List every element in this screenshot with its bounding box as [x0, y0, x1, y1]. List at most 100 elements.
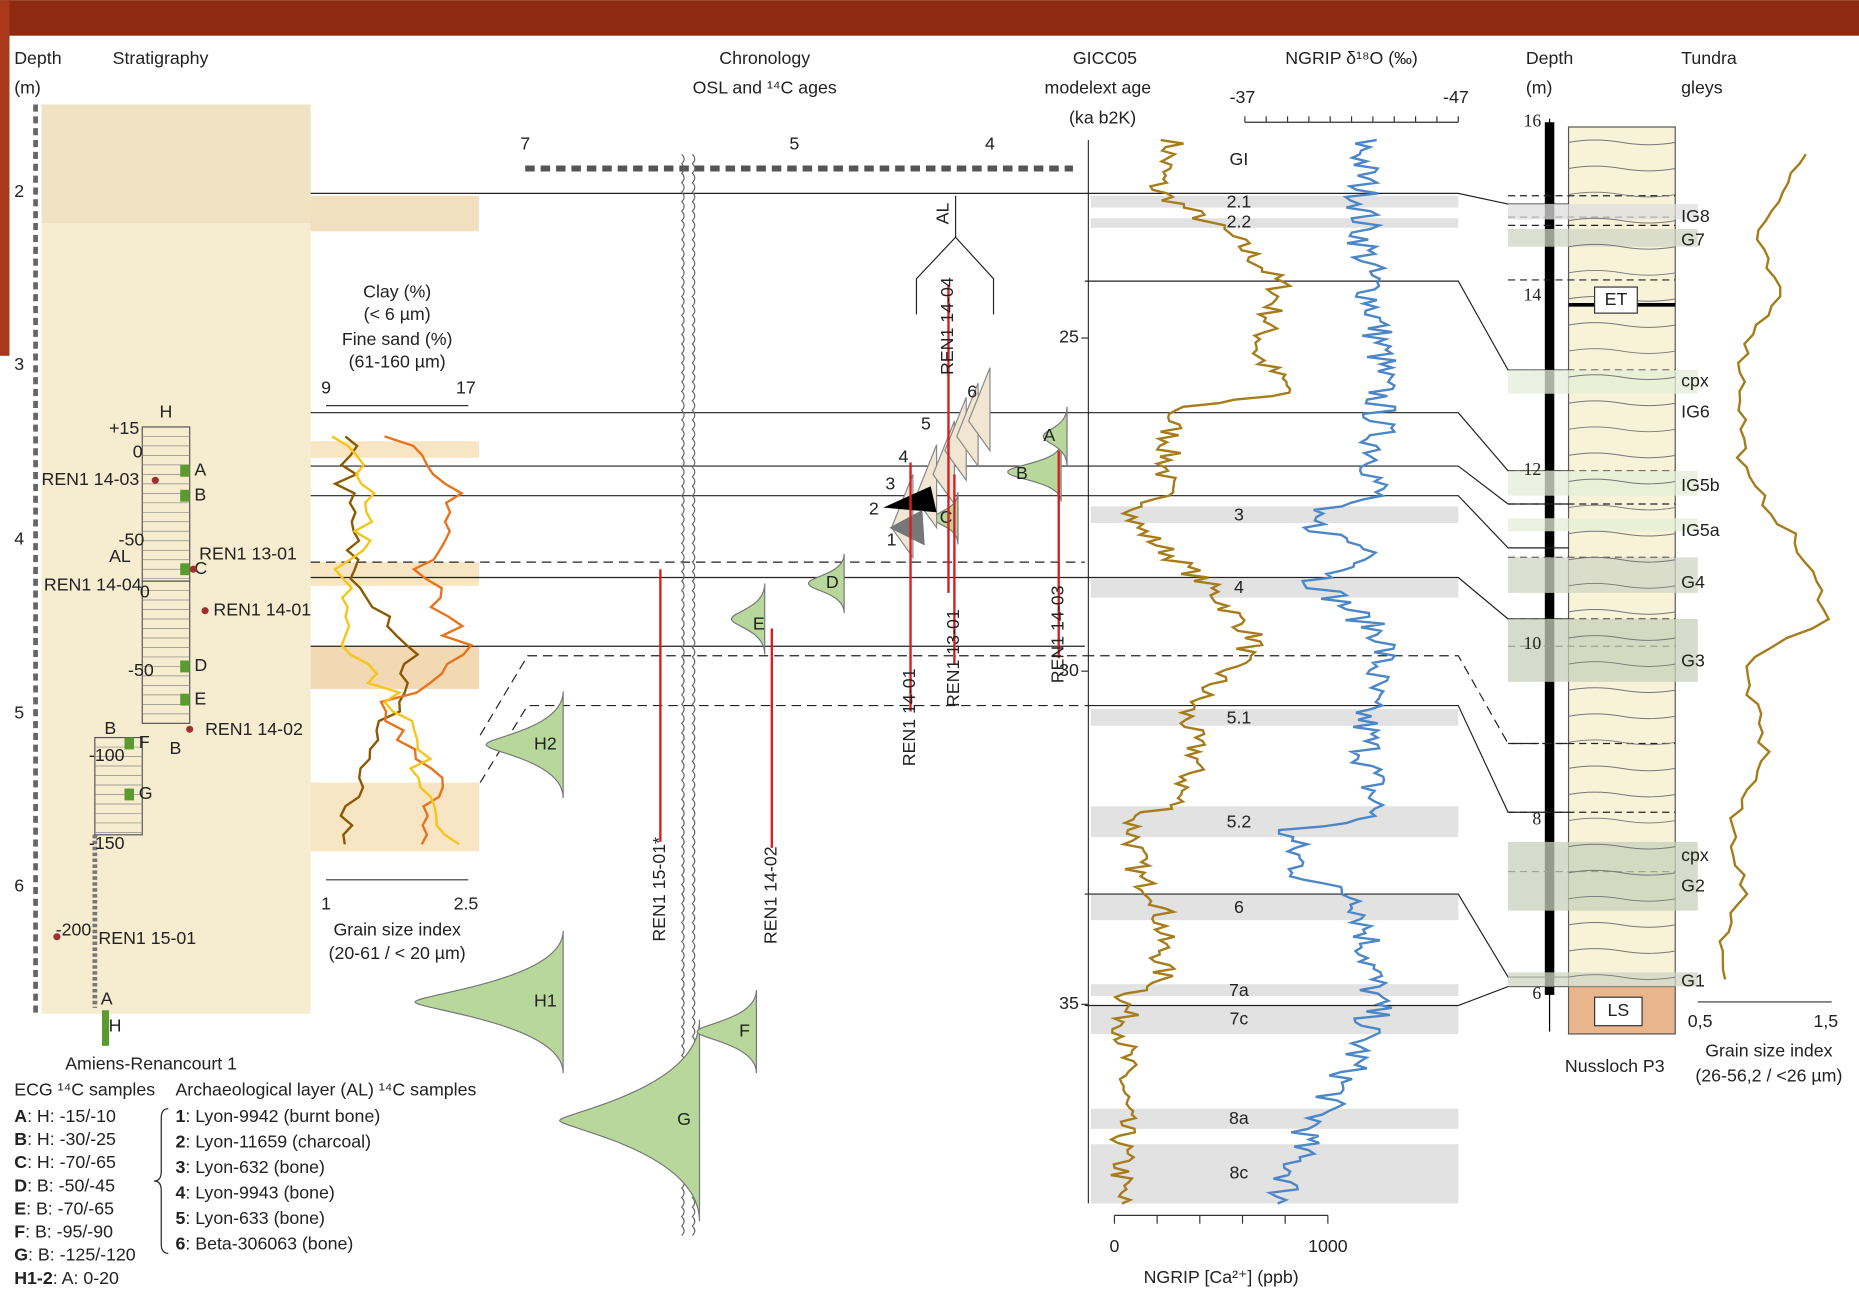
nussloch-layer — [1568, 843, 1676, 850]
legend-key: A — [14, 1106, 27, 1126]
sample-box — [180, 464, 190, 477]
column-label: B — [104, 718, 116, 738]
event-band — [1090, 1144, 1459, 1204]
horizon-label: G3 — [1681, 650, 1705, 670]
horizon-label: IG8 — [1681, 206, 1710, 226]
profile-mark: -100 — [89, 745, 125, 765]
nussloch-band — [1508, 557, 1698, 593]
nussloch-layer — [1568, 269, 1676, 276]
axis-title: Fine sand (%) — [342, 329, 453, 349]
clay-curve — [379, 435, 474, 845]
legend-key: 3 — [175, 1157, 185, 1177]
legend-item: C: H: -70/-65 — [14, 1152, 116, 1172]
profile-mark: -50 — [128, 660, 154, 680]
nussloch-grain-curve — [1718, 153, 1831, 980]
nussloch-layer — [1568, 817, 1676, 824]
event-band — [1090, 894, 1459, 921]
legend-title: Archaeological layer (AL) ¹⁴C samples — [175, 1080, 476, 1100]
legend-key: D — [14, 1175, 27, 1195]
column-label: B — [170, 738, 182, 758]
correlation-line — [479, 655, 1085, 736]
sample-dot — [186, 725, 194, 733]
legend-item: 1: Lyon-9942 (burnt bone) — [175, 1106, 380, 1126]
nussloch-layer — [1568, 478, 1676, 485]
event-band — [1090, 578, 1459, 598]
correlation-line — [1084, 412, 1569, 472]
event-band — [1090, 506, 1459, 523]
legend-text: : Lyon-633 (bone) — [185, 1208, 325, 1228]
ren-label: REN1 14-03 — [41, 469, 139, 489]
c14-label: 6 — [967, 381, 977, 401]
header: gleys — [1681, 78, 1723, 98]
nussloch-band — [1508, 370, 1698, 394]
header: (m) — [14, 78, 41, 98]
tick-label: 25 — [1059, 327, 1079, 347]
tick-label: 1,5 — [1813, 1011, 1838, 1031]
site-label: Nussloch P3 — [1565, 1056, 1665, 1076]
axis-break — [680, 153, 685, 1236]
nussloch-layer — [1568, 974, 1676, 980]
tick-label: 30 — [1059, 660, 1079, 680]
osl-label: D — [826, 572, 839, 592]
osl-label: H1 — [534, 991, 557, 1011]
legend-text: : H: -70/-65 — [27, 1152, 116, 1172]
profile-mark: 0 — [140, 582, 150, 602]
osl-distribution — [1007, 442, 1062, 502]
profile-bg — [41, 104, 311, 1014]
event-band — [1090, 195, 1459, 208]
age-label: REN1 13-01 — [943, 609, 963, 707]
horizon-label: IG6 — [1681, 401, 1710, 421]
event-band — [1090, 709, 1459, 726]
legend-key: 6 — [175, 1233, 185, 1253]
axis-title: Clay (%) — [363, 282, 431, 302]
sample-label: C — [194, 558, 207, 578]
nussloch-layer — [1568, 687, 1676, 693]
sample-dot — [151, 476, 159, 484]
event-label: 8c — [1230, 1163, 1249, 1183]
sample-dot — [53, 933, 61, 941]
nussloch-layer — [1568, 322, 1676, 328]
sample-label: G — [139, 783, 153, 803]
tick-label: 8 — [1532, 809, 1541, 829]
al-bracket — [915, 195, 995, 315]
box — [1594, 286, 1638, 314]
nussloch-layer — [1568, 504, 1676, 511]
sample-box — [124, 737, 134, 750]
correlation-line — [1084, 655, 1569, 745]
nussloch-layer — [1568, 948, 1676, 954]
axis-subtitle: (26-56,2 / <26 µm) — [1695, 1065, 1842, 1085]
horizon-label: G7 — [1681, 230, 1705, 250]
sample-dot — [201, 607, 209, 615]
legend-text: : A: 0-20 — [53, 1267, 119, 1287]
legend-item: 4: Lyon-9943 (bone) — [175, 1182, 334, 1202]
age-label: REN1 14-02 — [761, 846, 781, 944]
header: Tundra — [1681, 48, 1737, 68]
horizon-label: cpx — [1681, 371, 1709, 391]
legend-text: : H: -30/-25 — [27, 1129, 116, 1149]
nussloch-layer — [1568, 869, 1676, 876]
profile-band — [310, 195, 479, 232]
sample-h — [101, 1010, 110, 1046]
nussloch-layer — [1568, 139, 1676, 146]
profile-column — [94, 736, 143, 836]
nussloch-layer — [1568, 582, 1676, 589]
box — [1594, 996, 1643, 1027]
sample-box — [180, 693, 190, 706]
tick-label: 17 — [456, 378, 476, 398]
legend-key: E — [14, 1198, 26, 1218]
ren-label: REN1 14-02 — [205, 719, 303, 739]
header: Depth — [14, 48, 61, 68]
nussloch-layer — [1568, 530, 1676, 537]
tick-label: 2.5 — [454, 893, 479, 913]
nussloch-band — [1508, 228, 1698, 247]
tick-label: 10 — [1523, 633, 1541, 653]
nussloch-layer — [1568, 635, 1676, 641]
horizon-label: G1 — [1681, 971, 1705, 991]
c14-label: 1 — [887, 529, 897, 549]
axis-subtitle: (20-61 / < 20 µm) — [329, 943, 466, 963]
age-label: REN1 14-01 — [899, 668, 919, 766]
event-band — [1090, 1005, 1459, 1034]
axis-title: Grain size index — [1705, 1040, 1832, 1060]
event-label: 5.2 — [1227, 812, 1252, 832]
header: modelext age — [1045, 78, 1152, 98]
